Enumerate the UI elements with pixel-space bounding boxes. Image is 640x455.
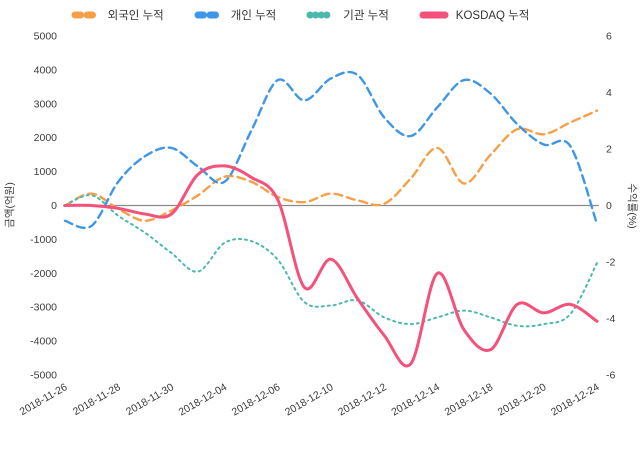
right-axis-tick-label: -4 [606, 313, 615, 325]
left-axis-tick-label: 0 [51, 200, 57, 212]
x-axis-tick-label: 2018-11-30 [124, 381, 176, 418]
x-axis-tick-label: 2018-12-10 [283, 381, 336, 418]
institution-legend-marker-icon [306, 11, 336, 19]
x-axis-tick-label: 2018-12-20 [496, 381, 549, 418]
x-axis-tick-label: 2018-12-06 [230, 381, 283, 418]
x-axis-tick-label: 2018-11-28 [71, 381, 123, 418]
legend: 외국인 누적 개인 누적 기관 누적 KOSDAQ 누적 [0, 7, 620, 23]
series-line-kosdaq [63, 164, 599, 368]
right-axis-tick-label: 6 [606, 31, 612, 43]
plot-area: 5000 4000 3000 2000 1000 0 -1000 -2000 -3000 -400… [18, 31, 616, 419]
series-line-individual [63, 70, 599, 230]
left-axis-tick-label: -5000 [30, 370, 57, 382]
foreign-legend-marker-icon [71, 11, 101, 19]
left-axis-tick-label: -3000 [30, 302, 57, 314]
x-axis-tick-label: 2018-11-26 [18, 381, 70, 418]
left-axis-tick-label: 1000 [34, 166, 58, 178]
right-axis-tick-label: 4 [606, 87, 612, 99]
kosdaq-legend-marker-icon [419, 11, 449, 19]
right-axis-tick-label: -6 [606, 370, 615, 382]
left-axis-tick-label: 4000 [34, 64, 58, 76]
x-axis-tick-label: 2018-12-12 [336, 381, 389, 418]
series-line-foreign [63, 109, 599, 223]
legend-item-kosdaq: KOSDAQ 누적 [419, 7, 530, 23]
legend-label: 기관 누적 [343, 10, 389, 22]
x-axis-tick-label: 2018-12-04 [177, 381, 230, 418]
legend-label: 외국인 누적 [107, 10, 164, 22]
right-axis-title: 수익률(%) [626, 183, 638, 228]
x-axis-tick-label: 2018-12-14 [389, 381, 442, 418]
right-axis-tick-label: -2 [606, 257, 615, 269]
legend-item-individual: 개인 누적 [194, 7, 277, 23]
right-axis-tick-label: 0 [606, 200, 612, 212]
left-axis-tick-label: -2000 [30, 268, 57, 280]
left-axis-tick-label: -1000 [30, 234, 57, 246]
left-axis-title: 금액(억원) [4, 182, 16, 228]
x-axis-tick-label: 2018-12-24 [549, 381, 602, 418]
series-line-institution [64, 194, 598, 328]
left-axis-tick-label: 2000 [34, 132, 58, 144]
legend-label: 개인 누적 [230, 10, 277, 22]
legend-label: KOSDAQ 누적 [455, 10, 530, 22]
legend-item-foreign: 외국인 누적 [71, 7, 164, 23]
x-axis-tick-label: 2018-12-18 [443, 381, 496, 418]
left-axis-tick-label: -4000 [30, 336, 57, 348]
left-axis-tick-label: 5000 [34, 31, 58, 43]
left-axis-tick-label: 3000 [34, 98, 58, 110]
legend-item-institution: 기관 누적 [306, 7, 389, 23]
right-axis-tick-label: 2 [606, 144, 612, 156]
individual-legend-marker-icon [194, 11, 224, 19]
